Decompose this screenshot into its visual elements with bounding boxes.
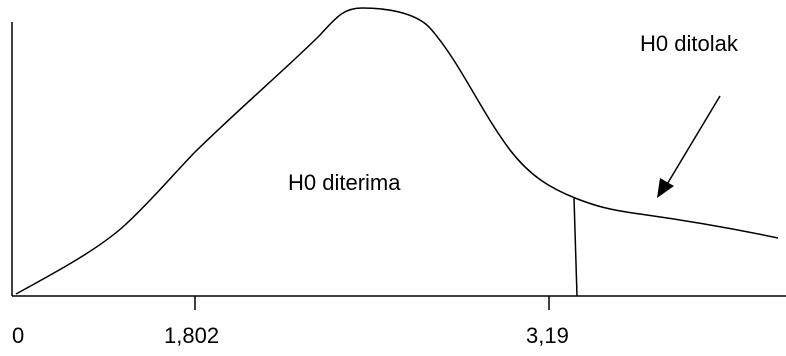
tick-label-t-table: 1,802 — [164, 323, 220, 348]
accept-region-label: H0 diterima — [288, 170, 401, 195]
tick-label-origin: 0 — [12, 323, 25, 348]
tick-label-f-value: 3,19 — [526, 323, 569, 348]
distribution-curve — [15, 7, 779, 295]
arrow-icon — [657, 95, 721, 198]
reject-region-label: H0 ditolak — [640, 31, 738, 56]
critical-value-line — [573, 197, 578, 297]
